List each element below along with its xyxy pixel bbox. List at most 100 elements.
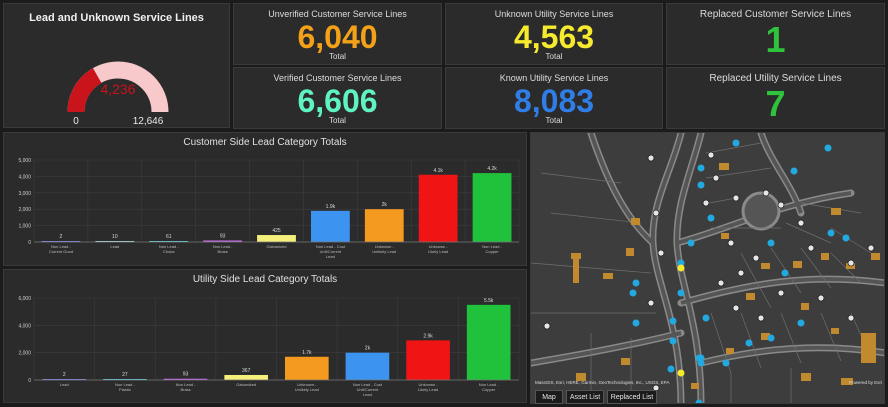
bar[interactable] — [95, 241, 135, 242]
y-tick-label: 2,000 — [18, 207, 31, 213]
kpi-title: Replaced Utility Service Lines — [709, 73, 842, 84]
x-tick-label: Copper — [482, 387, 496, 392]
map-panel[interactable]: ✕ ⌕ ☰ ▦ — [530, 132, 885, 404]
chart-title: Utility Side Lead Category Totals — [192, 274, 338, 285]
y-tick-label: 4,000 — [18, 174, 31, 180]
bar-value-label: 27 — [122, 372, 128, 378]
x-tick-label: Non Lead - — [159, 244, 179, 249]
gauge-min: 0 — [73, 116, 79, 127]
x-tick-label: Galvanized — [266, 244, 286, 249]
tab-map[interactable]: Map — [535, 390, 563, 404]
y-tick-label: 3,000 — [18, 191, 31, 197]
y-tick-label: 0 — [28, 240, 31, 246]
kpi-title: Verified Customer Service Lines — [273, 73, 402, 83]
x-tick-label: Unit/Current — [357, 387, 379, 392]
kpi-subtitle: Total — [329, 116, 346, 125]
x-tick-label: Lead — [326, 254, 335, 259]
bar[interactable] — [103, 379, 147, 380]
bar[interactable] — [203, 240, 243, 242]
x-tick-label: Unlikely Lead — [295, 387, 319, 392]
x-tick-label: Non Lead - — [176, 382, 196, 387]
chart-title: Customer Side Lead Category Totals — [183, 137, 347, 148]
tab-replaced-list[interactable]: Replaced List — [607, 390, 657, 404]
bar[interactable] — [149, 240, 189, 242]
kpi-subtitle: Total — [545, 116, 563, 125]
kpi-replaced-utility: Replaced Utility Service Lines 7 — [666, 67, 885, 129]
bar-value-label: 4.2k — [487, 166, 497, 172]
bar[interactable] — [418, 174, 458, 242]
kpi-value: 8,083 — [513, 83, 595, 119]
gauge-chart: 4,236 0 12,646 — [67, 61, 169, 127]
bar-value-label: 2 — [63, 372, 66, 378]
y-tick-label: 6,000 — [18, 296, 31, 302]
x-tick-label: Non Lead - — [51, 244, 71, 249]
map-cul-de-sac — [741, 191, 781, 231]
bar[interactable] — [310, 210, 350, 242]
bar[interactable] — [364, 209, 404, 242]
x-tick-label: Non Lead - — [115, 382, 135, 387]
bar-value-label: 4.1k — [433, 168, 443, 174]
bar-value-label: 61 — [166, 234, 172, 240]
bar-value-label: 93 — [183, 372, 189, 378]
x-tick-label: Unknown - — [419, 382, 439, 387]
gauge-title: Lead and Unknown Service Lines — [29, 12, 204, 24]
map-service-markers[interactable] — [629, 139, 850, 405]
x-tick-label: Unknown - — [297, 382, 317, 387]
x-tick-label: Likely Lead — [428, 249, 448, 254]
bar[interactable] — [472, 173, 512, 242]
kpi-subtitle: Total — [329, 52, 346, 61]
map-unknown-markers[interactable] — [543, 151, 875, 392]
kpi-title: Unverified Customer Service Lines — [268, 9, 407, 19]
map-buildings — [571, 163, 880, 389]
gauge-max: 12,646 — [133, 116, 164, 127]
kpi-value: 6,040 — [297, 19, 378, 55]
y-tick-label: 0 — [28, 378, 31, 384]
x-tick-label: Non Lead - — [213, 244, 233, 249]
bar-value-label: 1.7k — [302, 350, 312, 356]
kpi-subtitle: Total — [545, 52, 563, 61]
x-tick-label: Lead — [110, 244, 119, 249]
bar-value-label: 5.5k — [484, 298, 494, 304]
bar[interactable] — [257, 235, 296, 242]
bar[interactable] — [466, 304, 511, 380]
map-powered-by[interactable]: Powered by Esri — [849, 380, 882, 385]
bar[interactable] — [406, 340, 450, 380]
bar[interactable] — [163, 378, 208, 380]
bar[interactable] — [345, 352, 390, 380]
y-tick-label: 4,000 — [18, 323, 31, 329]
bar-value-label: 2k — [382, 202, 388, 208]
x-tick-label: Non Lead - — [479, 382, 499, 387]
kpi-verified-customer: Verified Customer Service Lines 6,606 To… — [233, 67, 442, 129]
kpi-value: 4,563 — [513, 19, 595, 55]
bar-value-label: 2 — [60, 234, 63, 240]
x-tick-label: Likely Lead — [418, 387, 438, 392]
tab-asset-list[interactable]: Asset List — [566, 390, 604, 404]
x-tick-label: Non Lead - Cust — [316, 244, 346, 249]
y-tick-label: 5,000 — [18, 158, 31, 164]
x-tick-label: Plastic — [119, 387, 131, 392]
y-tick-label: 2,000 — [18, 351, 31, 357]
gauge-value: 4,236 — [100, 81, 135, 97]
utility-chart-panel: Utility Side Lead Category Totals 0 2,000… — [3, 269, 527, 403]
x-tick-label: Brass — [180, 387, 190, 392]
x-tick-label: Current Good — [49, 249, 73, 254]
bar[interactable] — [41, 241, 81, 242]
gauge-panel: Lead and Unknown Service Lines 4,236 0 1… — [3, 3, 230, 128]
bar[interactable] — [284, 356, 329, 380]
kpi-title: Unknown Utility Service Lines — [494, 9, 614, 19]
x-tick-label: Unlikely Lead — [372, 249, 396, 254]
map-attribution: MassGIS, Esri, HERE, Garmin, GeoTechnolo… — [535, 380, 670, 385]
bar[interactable] — [224, 374, 269, 380]
bar[interactable] — [42, 379, 87, 380]
bar-value-label: 425 — [272, 228, 281, 234]
x-tick-label: Brass — [217, 249, 227, 254]
bar-value-label: 93 — [220, 233, 226, 239]
kpi-title: Known Utility Service Lines — [499, 73, 609, 83]
kpi-value: 7 — [765, 83, 786, 124]
x-tick-label: Galvanized — [236, 382, 256, 387]
bar-value-label: 367 — [242, 368, 251, 374]
x-tick-label: Non Lead - Cust — [353, 382, 383, 387]
kpi-title: Replaced Customer Service Lines — [699, 9, 852, 20]
map-canvas[interactable] — [531, 133, 885, 404]
